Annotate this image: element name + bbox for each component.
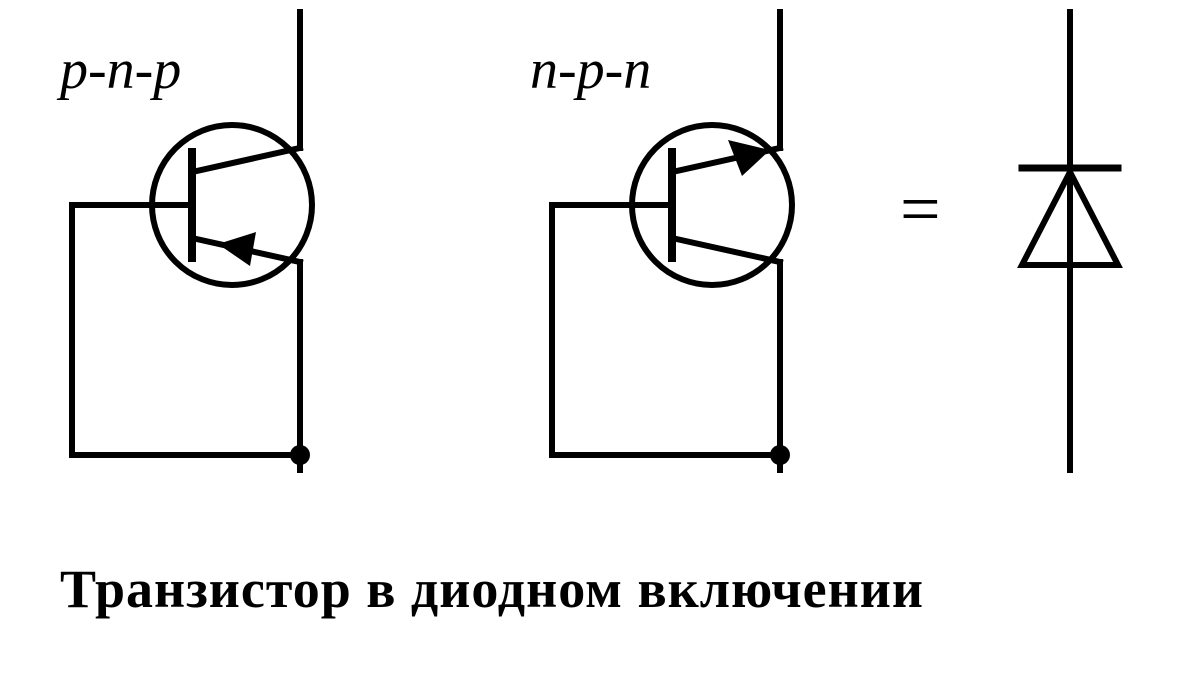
schematic-svg <box>0 0 1200 675</box>
diode-symbol <box>1022 12 1118 470</box>
npn-junction-dot <box>770 445 790 465</box>
diagram-canvas: p-n-p n-p-n = Транзистор в диодном включ… <box>0 0 1200 675</box>
pnp-junction-dot <box>290 445 310 465</box>
npn-transistor <box>552 12 792 470</box>
pnp-transistor <box>72 12 312 470</box>
pnp-emitter-arrow <box>218 232 256 266</box>
